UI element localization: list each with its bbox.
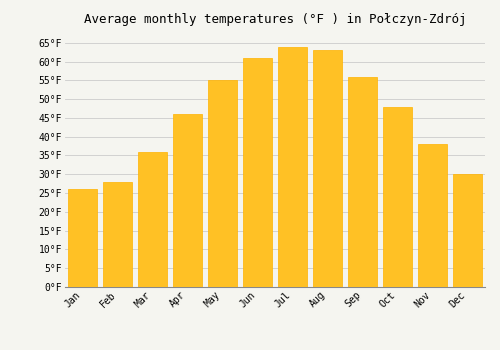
Bar [418,144,448,287]
Bar [172,114,203,287]
Title: Average monthly temperatures (°F ) in Połczyn-Zdrój: Average monthly temperatures (°F ) in Po… [84,13,466,26]
Bar [102,182,132,287]
Bar [208,80,238,287]
Bar [452,174,482,287]
Bar [68,189,98,287]
Bar [312,50,342,287]
Bar [138,152,168,287]
Bar [278,47,308,287]
Bar [242,58,272,287]
Bar [348,77,378,287]
Bar [382,107,412,287]
